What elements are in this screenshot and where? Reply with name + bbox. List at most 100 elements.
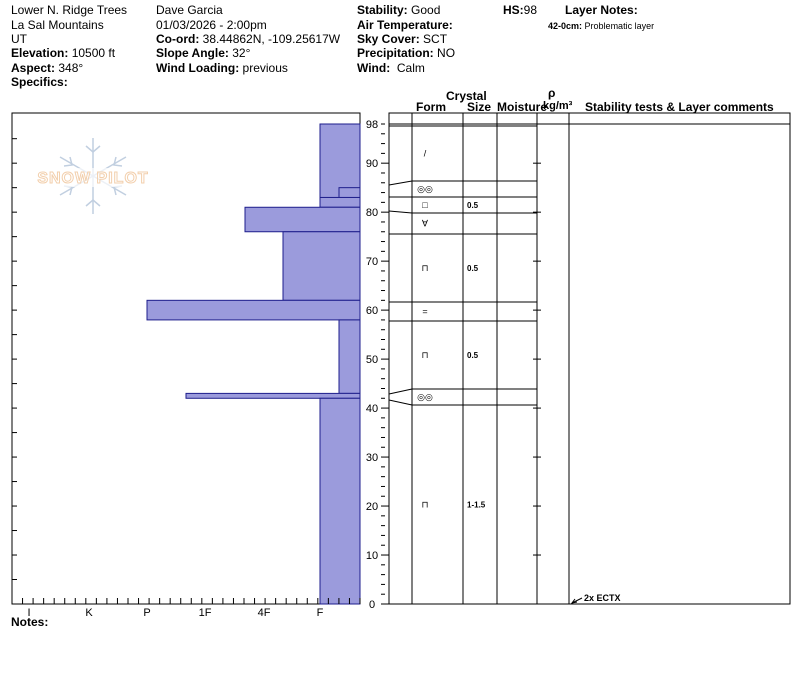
grain-form-3: ∀ (422, 219, 429, 229)
hs-label: HS: (503, 3, 524, 17)
date-time: 01/03/2026 - 2:00pm (156, 18, 267, 32)
wind: Wind: Calm (357, 61, 425, 75)
elevation-label: Elevation: (11, 46, 69, 60)
depth-label-30: 30 (366, 452, 378, 464)
stability-test: 2x ECTX (570, 593, 621, 604)
sky-value: SCT (423, 32, 448, 46)
snowflake-icon (59, 138, 127, 214)
slope-label: Slope Angle: (156, 46, 229, 60)
specifics-label: Specifics: (11, 75, 68, 89)
depth-label-40: 40 (366, 403, 378, 415)
precip-label: Precipitation: (357, 46, 434, 60)
comments-header: Stability tests & Layer comments (585, 100, 774, 114)
stability-test-result: 2x ECTX (584, 593, 621, 603)
slope-value: 32° (232, 46, 251, 60)
wind-value: Calm (396, 61, 425, 75)
aspect: Aspect: 348° (11, 61, 83, 75)
aspect-label: Aspect: (11, 61, 56, 75)
layer-note: 42-0cm: Problematic layer (548, 19, 654, 33)
hardness-bar-3 (244, 206, 361, 233)
mountain-range: La Sal Mountains (11, 18, 104, 32)
snow-height: HS:98 (503, 3, 537, 17)
depth-label-80: 80 (366, 207, 378, 219)
wind-loading-value: previous (242, 61, 288, 75)
density-symbol: ρ (548, 86, 556, 100)
depth-label-98: 98 (366, 119, 378, 131)
grain-form-6: ⊓ (421, 350, 428, 360)
elevation-value: 10500 ft (71, 46, 116, 60)
hardness-bar-4 (282, 231, 361, 301)
wind-loading-label: Wind Loading: (156, 61, 240, 75)
size-header: Size (467, 100, 492, 114)
precip-value: NO (437, 46, 456, 60)
observer: Dave Garcia (156, 3, 223, 17)
logo-text: SNOW PILOT (37, 170, 148, 187)
depth-label-20: 20 (366, 501, 378, 513)
air-temperature-label: Air Temperature: (357, 18, 453, 32)
state: UT (11, 32, 27, 46)
wind-loading: Wind Loading: previous (156, 61, 288, 75)
grain-form-8: ⊓ (421, 500, 428, 510)
layer-notes-label: Layer Notes: (565, 3, 638, 17)
layer-connector (388, 210, 413, 214)
hs-value: 98 (523, 3, 538, 17)
aspect-value: 348° (58, 61, 84, 75)
grain-size-6: 0.5 (467, 351, 479, 360)
layer-connector (388, 180, 413, 186)
hardness-bar-8 (319, 397, 361, 605)
hardness-label-4F: 4F (258, 607, 271, 619)
grain-form-0: / (424, 149, 427, 159)
grain-form-5: = (422, 307, 427, 317)
grain-form-7: ◎◎ (417, 392, 433, 402)
depth-label-10: 10 (366, 550, 378, 562)
depth-label-0: 0 (369, 599, 375, 611)
depth-label-70: 70 (366, 256, 378, 268)
sky-label: Sky Cover: (357, 32, 420, 46)
layer-note-depth: 42-0cm: (548, 21, 583, 31)
stability-value: Good (411, 3, 441, 17)
hardness-bar-2 (319, 196, 361, 208)
hardness-label-P: P (143, 607, 150, 619)
hardness-bar-6 (338, 319, 361, 394)
hardness-label-K: K (85, 607, 93, 619)
depth-axis-ticks (12, 123, 790, 605)
notes-label: Notes: (11, 615, 49, 629)
coord-label: Co-ord: (156, 32, 200, 46)
grain-form-4: ⊓ (421, 263, 428, 273)
coordinates: Co-ord: 38.44862N, -109.25617W (156, 32, 340, 46)
slope-angle: Slope Angle: 32° (156, 46, 250, 60)
snowpilot-logo: SNOW PILOT (30, 138, 156, 214)
density-unit: kg/m³ (543, 100, 573, 112)
location-name: Lower N. Ridge Trees (11, 3, 128, 17)
stability: Stability: Good (357, 3, 440, 17)
layer-connector (388, 399, 413, 406)
moisture-header: Moisture (497, 100, 548, 114)
hardness-label-1F: 1F (199, 607, 212, 619)
hardness-axis-labels: I K P 1F 4F F (27, 607, 323, 619)
grain-size-2: 0.5 (467, 201, 479, 210)
grain-form-1: ◎◎ (417, 184, 433, 194)
grain-form-2: □ (422, 200, 428, 210)
hardness-label-I: I (27, 607, 30, 619)
grain-size-8: 1-1.5 (467, 501, 486, 510)
coord-value: 38.44862N, -109.25617W (202, 32, 341, 46)
hardness-bar-7 (185, 392, 361, 399)
grain-size-4: 0.5 (467, 264, 479, 273)
hardness-axis-ticks (11, 598, 361, 604)
depth-label-90: 90 (366, 158, 378, 170)
form-header: Form (416, 100, 446, 114)
stability-label: Stability: (357, 3, 408, 17)
hardness-bar-5 (146, 299, 361, 321)
layer-note-text: Problematic layer (584, 21, 655, 31)
profile-table-frame (388, 112, 791, 605)
profile-table (388, 112, 791, 605)
elevation: Elevation: 10500 ft (11, 46, 115, 60)
depth-axis-labels: 0 10 20 30 40 50 60 70 80 90 98 (366, 119, 378, 611)
sky-cover: Sky Cover: SCT (357, 32, 447, 46)
hardness-label-F: F (317, 607, 324, 619)
depth-label-60: 60 (366, 305, 378, 317)
depth-label-50: 50 (366, 354, 378, 366)
hardness-bars (146, 123, 361, 605)
layer-rows: / ◎◎ □ 0.5 ∀ ⊓ 0.5 = ⊓ 0.5 ◎◎ ⊓ 1-1.5 (388, 125, 537, 510)
